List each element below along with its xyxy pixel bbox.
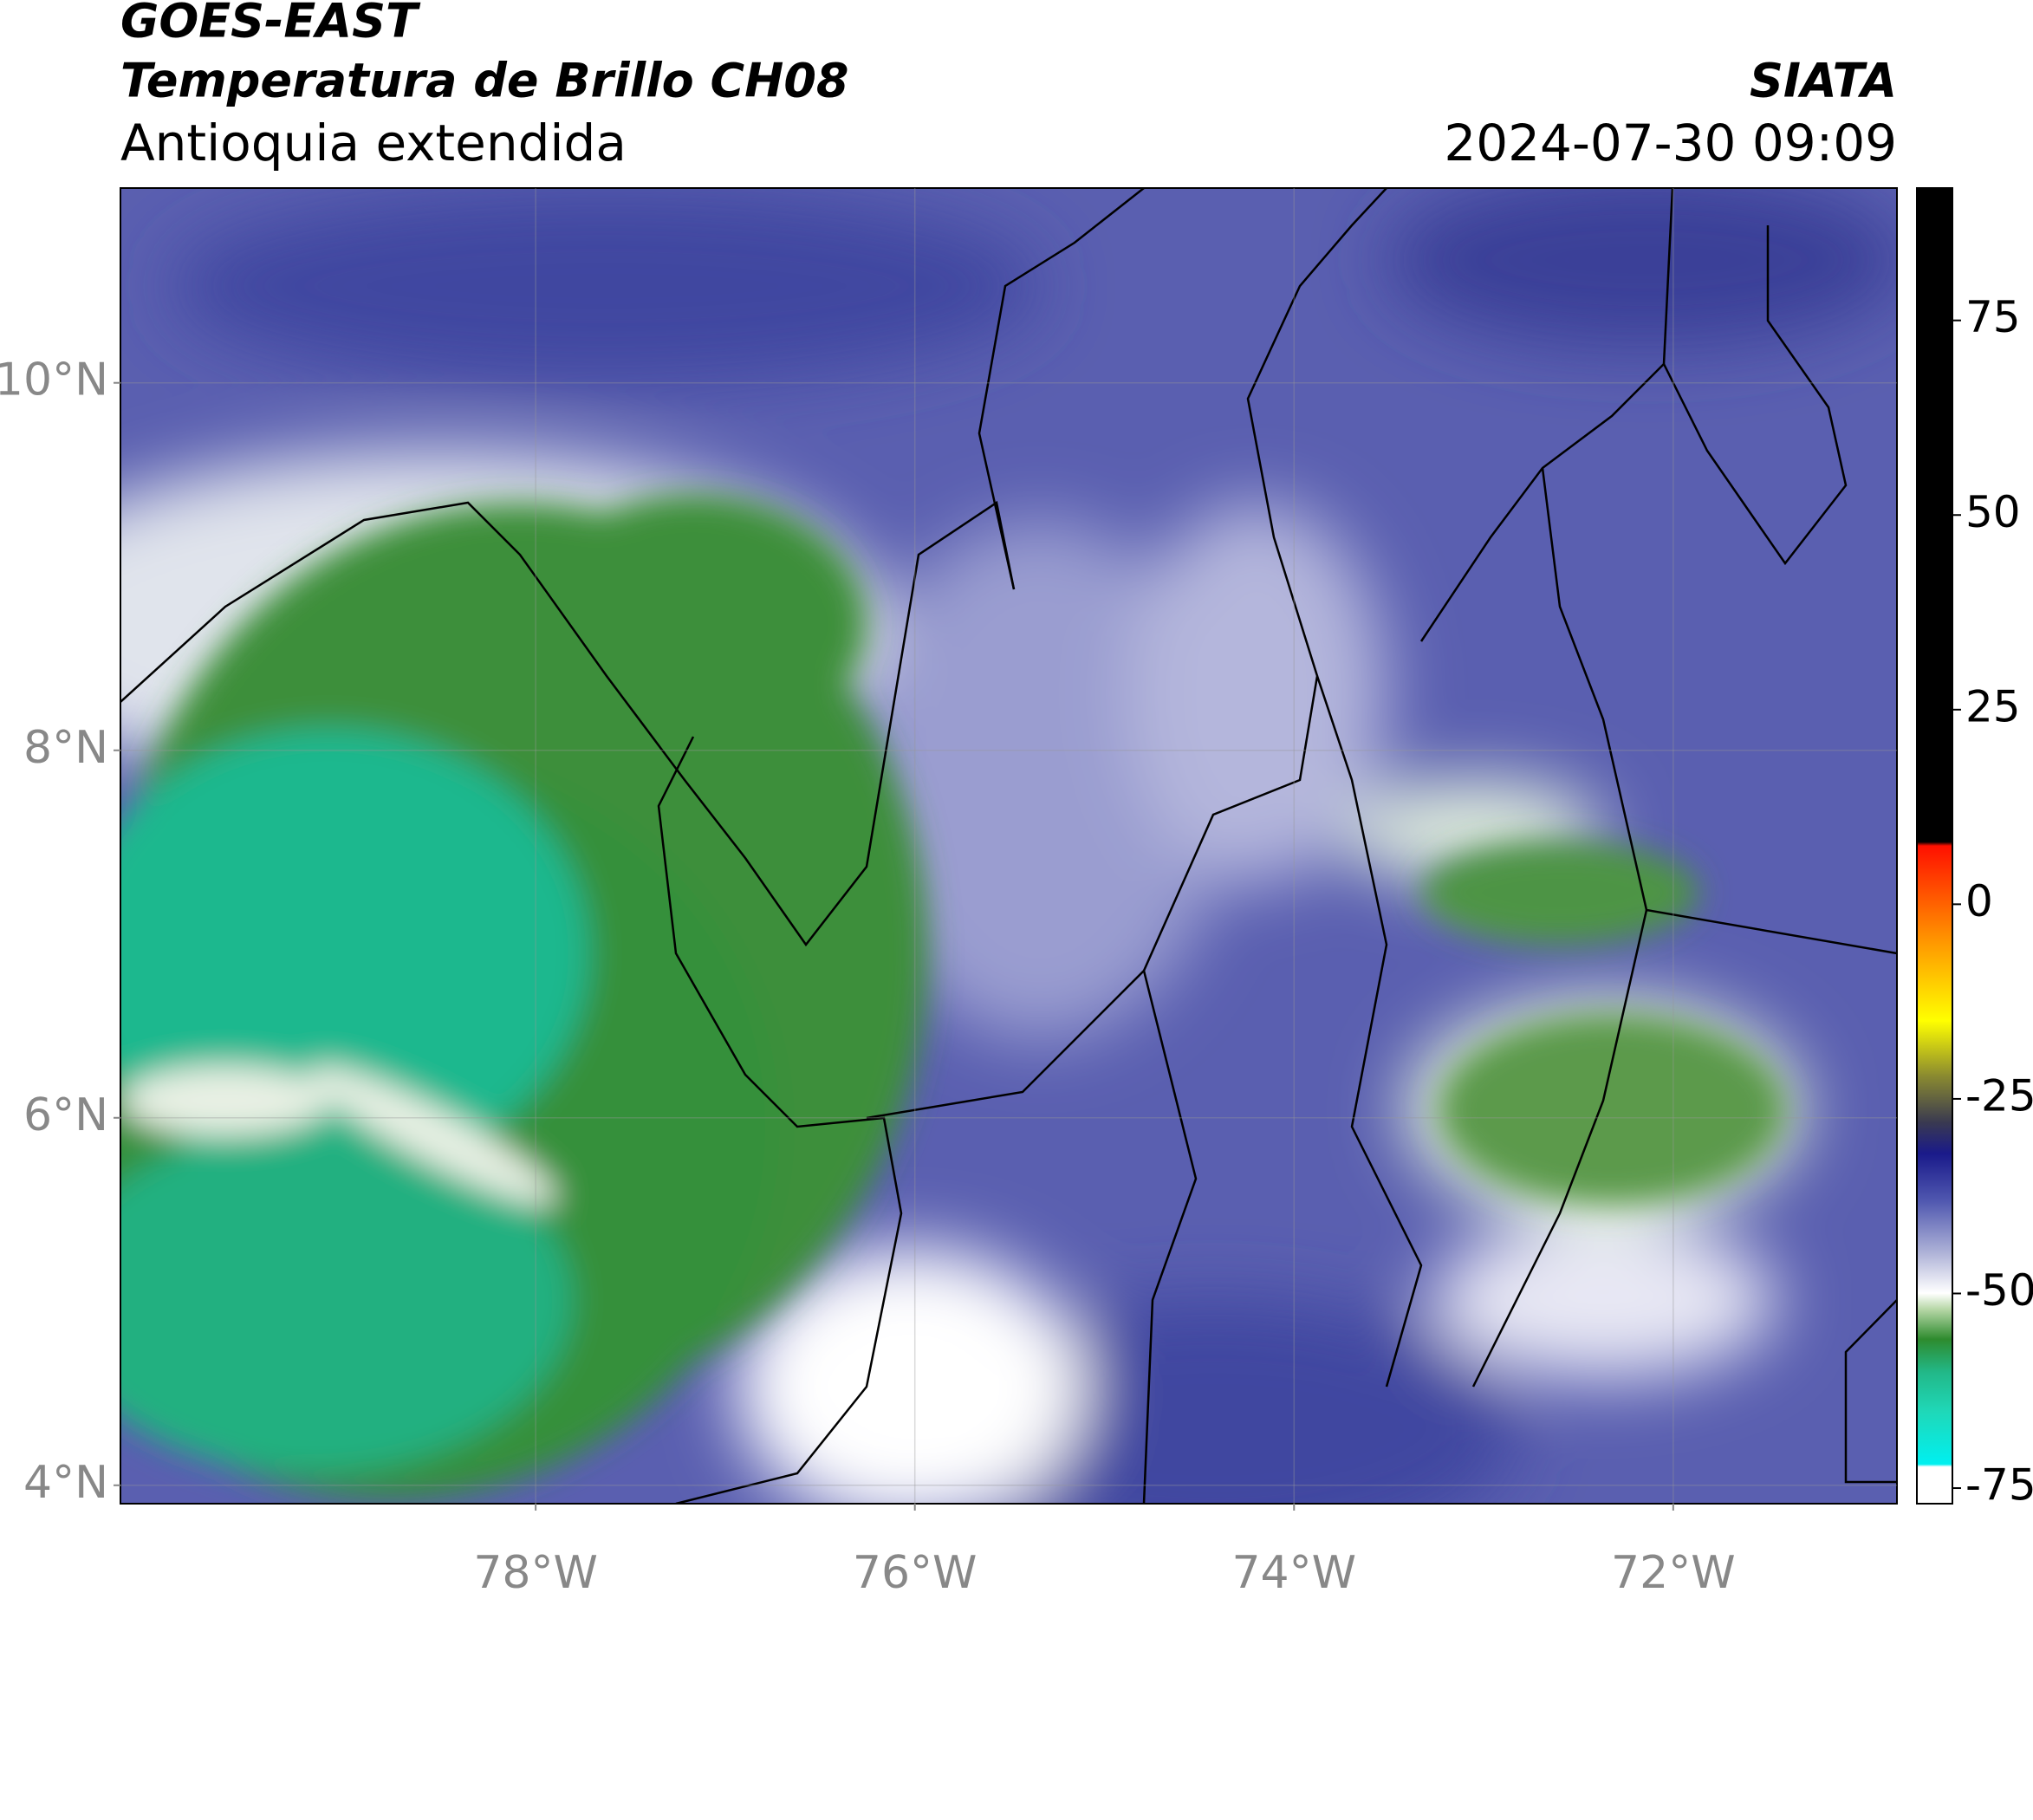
colorbar-tick-label: 50 (1965, 487, 2021, 537)
x-tick-label: 78°W (473, 1547, 598, 1599)
x-tick-label: 74°W (1231, 1547, 1356, 1599)
colorbar-tick-label: -25 (1965, 1070, 2033, 1121)
colorbar (1916, 187, 1953, 1505)
colorbar-tick-label: 25 (1965, 681, 2021, 731)
y-tick-label: 10°N (0, 354, 108, 406)
colorbar-tick-label: 75 (1965, 292, 2021, 342)
x-tick-label: 76°W (853, 1547, 978, 1599)
region: Antioquia extendida (120, 114, 627, 172)
map-frame (120, 187, 1898, 1505)
borders (120, 188, 1897, 1504)
x-tick-label: 72°W (1611, 1547, 1736, 1599)
datetime: 2024-07-30 09:09 (1444, 114, 1897, 172)
y-tick-label: 4°N (23, 1457, 108, 1509)
subtitle: Temperatura de Brillo CH08 (120, 54, 849, 108)
colorbar-tick-label: 0 (1965, 876, 1993, 926)
y-tick-label: 6°N (23, 1089, 108, 1141)
y-tick-label: 8°N (23, 722, 108, 774)
source: SIATA (1750, 54, 1897, 108)
satellite-image (120, 188, 1897, 1504)
colorbar-tick-label: -75 (1965, 1460, 2033, 1511)
title: GOES-EAST (120, 0, 421, 49)
colorbar-tick-label: -50 (1965, 1265, 2033, 1316)
